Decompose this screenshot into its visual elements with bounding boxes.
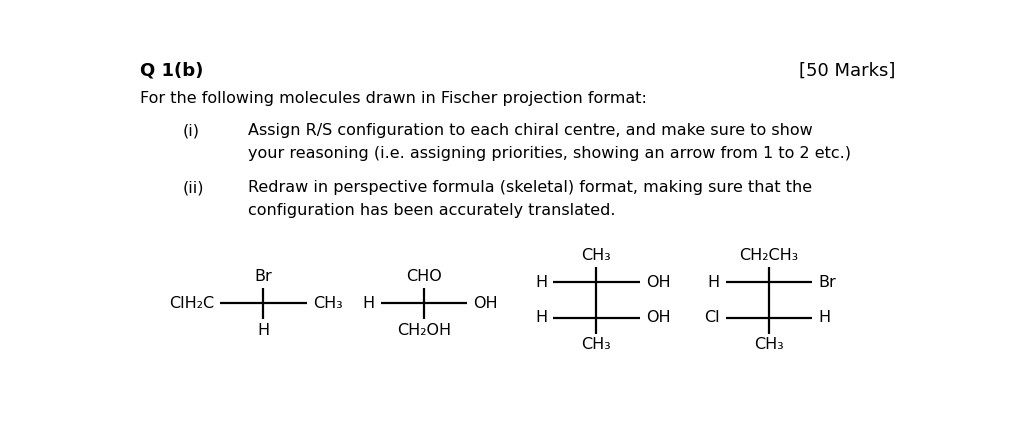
Text: your reasoning (i.e. assigning priorities, showing an arrow from 1 to 2 etc.): your reasoning (i.e. assigning prioritie… [248, 146, 851, 161]
Text: (ii): (ii) [183, 180, 204, 195]
Text: H: H [818, 310, 830, 325]
Text: H: H [535, 275, 547, 290]
Text: For the following molecules drawn in Fischer projection format:: For the following molecules drawn in Fis… [141, 91, 647, 106]
Text: [50 Marks]: [50 Marks] [800, 62, 896, 80]
Text: CH₃: CH₃ [754, 337, 784, 352]
Text: (i): (i) [183, 123, 200, 139]
Text: OH: OH [646, 310, 670, 325]
Text: ClH₂C: ClH₂C [169, 296, 214, 311]
Text: Q 1(b): Q 1(b) [141, 62, 204, 80]
Text: Redraw in perspective formula (skeletal) format, making sure that the: Redraw in perspective formula (skeletal)… [248, 180, 812, 195]
Text: CH₃: CH₃ [312, 296, 343, 311]
Text: OH: OH [473, 296, 498, 311]
Text: OH: OH [646, 275, 670, 290]
Text: Br: Br [255, 269, 272, 284]
Text: H: H [363, 296, 375, 311]
Text: configuration has been accurately translated.: configuration has been accurately transl… [248, 203, 616, 218]
Text: Br: Br [818, 275, 836, 290]
Text: H: H [535, 310, 547, 325]
Text: CH₃: CH₃ [581, 248, 612, 263]
Text: H: H [258, 323, 270, 338]
Text: CHO: CHO [406, 269, 442, 284]
Text: CH₂CH₃: CH₂CH₃ [739, 248, 799, 263]
Text: CH₂OH: CH₂OH [397, 323, 451, 338]
Text: H: H [708, 275, 720, 290]
Text: Assign R/S configuration to each chiral centre, and make sure to show: Assign R/S configuration to each chiral … [248, 123, 813, 139]
Text: CH₃: CH₃ [581, 337, 612, 352]
Text: Cl: Cl [704, 310, 720, 325]
